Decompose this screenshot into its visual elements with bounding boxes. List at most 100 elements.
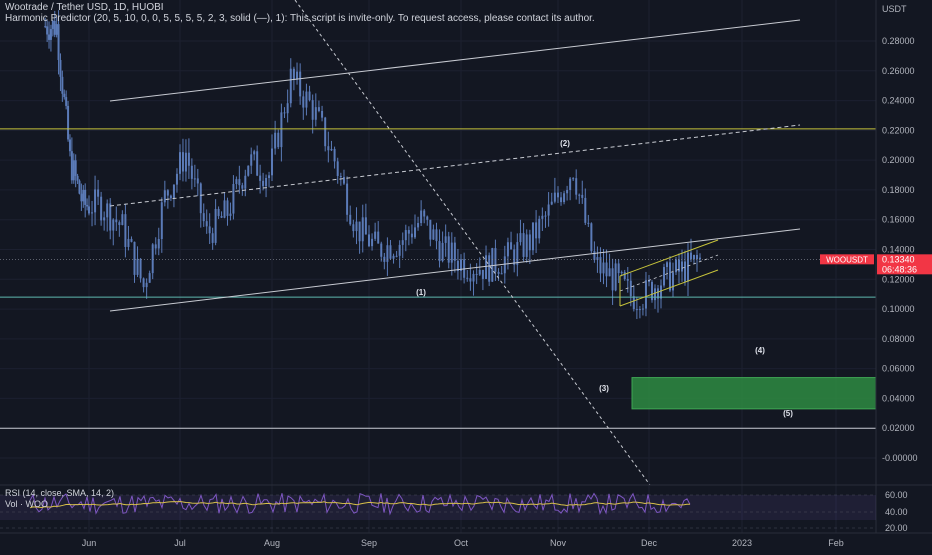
price-tick-label: 0.14000 bbox=[882, 245, 915, 255]
time-tick-label: Dec bbox=[641, 538, 658, 548]
candle-body bbox=[669, 262, 671, 291]
candle-body bbox=[136, 258, 139, 275]
candle-body bbox=[392, 255, 395, 259]
candle-body bbox=[380, 243, 383, 257]
candle-body bbox=[488, 255, 491, 282]
candle-body bbox=[506, 242, 509, 257]
candle-body bbox=[280, 112, 283, 148]
candle-body bbox=[453, 242, 456, 261]
candle-body bbox=[157, 239, 160, 249]
candle-body bbox=[485, 255, 488, 279]
candle-body bbox=[513, 249, 516, 265]
rsi-line bbox=[29, 492, 691, 516]
candle-body bbox=[118, 222, 121, 225]
candle-body bbox=[274, 132, 277, 149]
candle-body bbox=[103, 217, 106, 221]
candle-body bbox=[629, 280, 632, 297]
candle-body bbox=[247, 165, 250, 176]
candle-body bbox=[262, 180, 265, 187]
candle-body bbox=[371, 238, 374, 247]
candle-body bbox=[395, 255, 398, 257]
candle-body bbox=[660, 285, 662, 299]
candle-body bbox=[187, 152, 190, 166]
candle-body bbox=[220, 216, 223, 218]
candle-body bbox=[410, 233, 413, 238]
candle-body bbox=[82, 189, 85, 202]
chart-title: Wootrade / Tether USD, 1D, HUOBI bbox=[5, 2, 164, 13]
candle-body bbox=[626, 279, 629, 281]
time-tick-label: 2023 bbox=[732, 538, 752, 548]
candle-body bbox=[112, 219, 115, 231]
candle-body bbox=[302, 96, 305, 108]
candle-body bbox=[538, 218, 541, 239]
candle-body bbox=[417, 223, 420, 228]
candle-body bbox=[368, 234, 370, 247]
candle-body bbox=[401, 240, 404, 245]
candle-body bbox=[654, 288, 656, 301]
candle-body bbox=[414, 227, 416, 238]
candle-body bbox=[361, 217, 364, 242]
diagonal-projection-line bbox=[294, 0, 651, 486]
candle-body bbox=[172, 184, 175, 199]
price-axis-currency: USDT bbox=[882, 4, 907, 14]
candle-body bbox=[547, 204, 550, 216]
candle-body bbox=[641, 308, 644, 310]
candle-body bbox=[497, 271, 500, 274]
symbol-tag-bg bbox=[820, 254, 874, 265]
candle-body bbox=[684, 261, 686, 282]
price-tick-label: 0.06000 bbox=[882, 364, 915, 374]
candle-body bbox=[614, 263, 617, 291]
time-tick-label: Feb bbox=[828, 538, 844, 548]
candle-body bbox=[541, 215, 544, 219]
candle-body bbox=[587, 222, 590, 224]
candle-body bbox=[94, 189, 97, 213]
candle-body bbox=[377, 231, 380, 244]
candle-body bbox=[605, 262, 608, 277]
candle-body bbox=[553, 192, 556, 202]
candle-body bbox=[181, 152, 184, 172]
candle-body bbox=[651, 281, 653, 301]
candle-body bbox=[432, 229, 435, 240]
candle-body bbox=[531, 222, 534, 251]
candle-body bbox=[620, 271, 623, 274]
candle-body bbox=[67, 105, 70, 140]
wave-label: (1) bbox=[416, 288, 426, 297]
candle-body bbox=[223, 200, 226, 218]
candle-body bbox=[675, 259, 677, 273]
candle-body bbox=[148, 273, 151, 283]
candle-body bbox=[590, 223, 593, 252]
candle-body bbox=[211, 233, 214, 243]
rsi-tick-label: 60.00 bbox=[885, 490, 908, 500]
candle-body bbox=[100, 196, 103, 221]
rsi-tick-label: 40.00 bbox=[885, 507, 908, 517]
candle-body bbox=[569, 178, 572, 190]
candle-body bbox=[544, 215, 547, 217]
candle-body bbox=[321, 110, 324, 118]
candle-body bbox=[330, 148, 333, 151]
candle-body bbox=[678, 259, 680, 272]
symbol-tag: WOOUSDT bbox=[826, 255, 868, 264]
mini-channel-lower bbox=[619, 269, 719, 307]
candle-body bbox=[78, 180, 81, 194]
candle-body bbox=[311, 100, 314, 120]
candle-body bbox=[48, 34, 51, 40]
wave-label: (5) bbox=[783, 409, 793, 418]
candle-body bbox=[423, 210, 426, 217]
candle-body bbox=[49, 29, 52, 40]
candle-body bbox=[232, 184, 235, 214]
candle-body bbox=[205, 221, 208, 227]
candle-body bbox=[196, 178, 199, 184]
candle-body bbox=[72, 160, 75, 181]
price-tick-label: 0.28000 bbox=[882, 36, 915, 46]
price-tick-label: 0.08000 bbox=[882, 334, 915, 344]
candle-body bbox=[475, 273, 478, 275]
candle-body bbox=[106, 203, 109, 218]
candle-body bbox=[217, 208, 220, 217]
candle-body bbox=[44, 26, 47, 28]
candle-body bbox=[593, 251, 596, 260]
candle-body bbox=[494, 248, 497, 272]
rsi-ma-line bbox=[29, 500, 690, 509]
candle-body bbox=[398, 244, 401, 256]
